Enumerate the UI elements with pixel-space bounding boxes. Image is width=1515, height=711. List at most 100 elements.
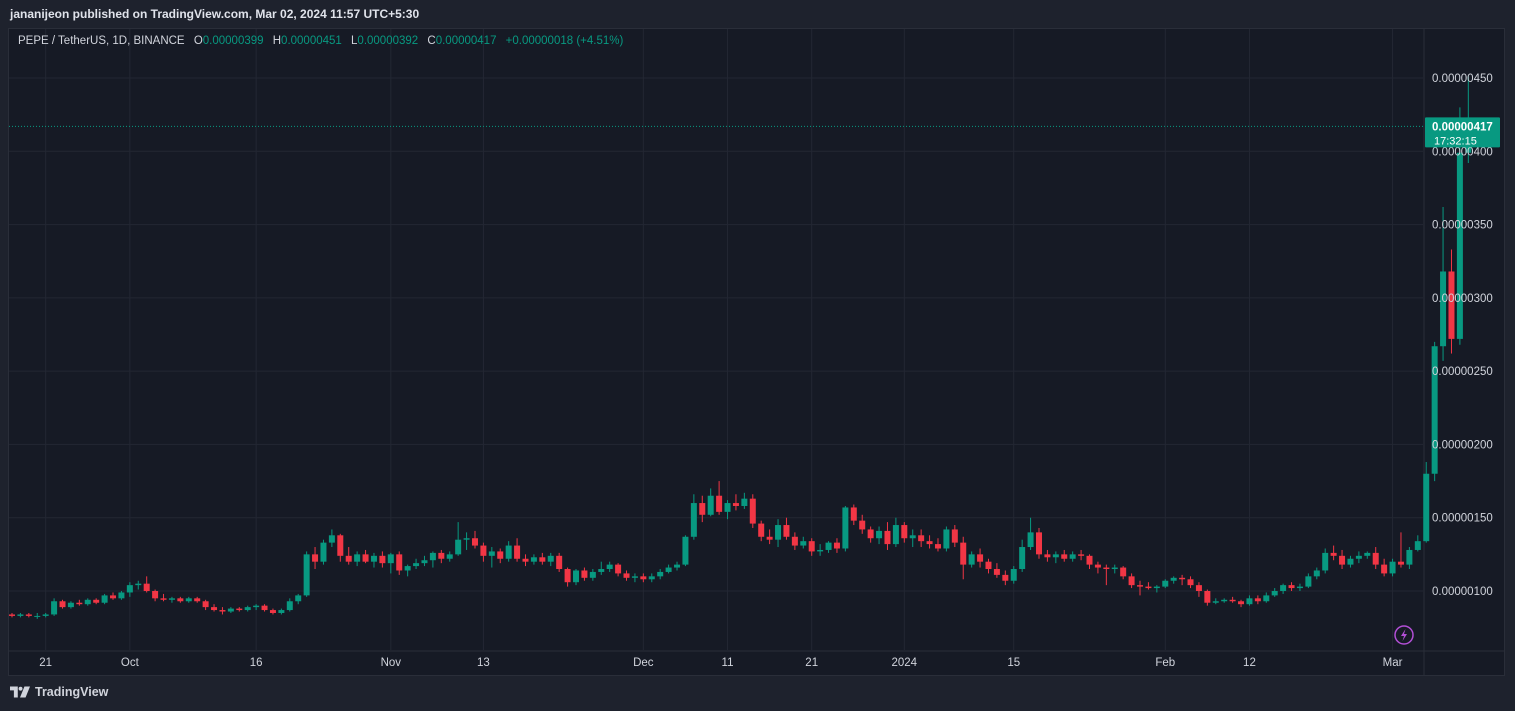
candle[interactable]	[716, 481, 723, 515]
candle[interactable]	[202, 599, 209, 611]
candle[interactable]	[1145, 582, 1152, 590]
candle[interactable]	[1019, 539, 1026, 572]
candle[interactable]	[421, 555, 428, 567]
candle[interactable]	[825, 541, 832, 553]
candle[interactable]	[951, 525, 958, 548]
symbol-label[interactable]: PEPE / TetherUS, 1D, BINANCE	[18, 35, 185, 47]
candle[interactable]	[1389, 558, 1396, 577]
candle[interactable]	[93, 598, 100, 605]
candle[interactable]	[505, 541, 512, 562]
candle[interactable]	[387, 552, 394, 574]
candle[interactable]	[1086, 554, 1093, 570]
candle[interactable]	[1238, 599, 1245, 608]
candle[interactable]	[337, 533, 344, 562]
candle[interactable]	[51, 598, 58, 616]
candle[interactable]	[328, 529, 335, 548]
candle[interactable]	[42, 612, 49, 618]
candle[interactable]	[227, 607, 234, 613]
candle[interactable]	[1179, 574, 1186, 586]
candle[interactable]	[59, 599, 66, 609]
candle[interactable]	[547, 552, 554, 567]
candle[interactable]	[514, 538, 521, 562]
candle[interactable]	[370, 552, 377, 568]
candle[interactable]	[1195, 582, 1202, 597]
candle[interactable]	[993, 563, 1000, 578]
candle[interactable]	[295, 593, 302, 605]
candle[interactable]	[362, 549, 369, 564]
candle[interactable]	[1448, 249, 1455, 354]
candle[interactable]	[1254, 595, 1261, 605]
candle[interactable]	[438, 549, 445, 564]
candle[interactable]	[1170, 576, 1177, 584]
candle[interactable]	[76, 599, 83, 606]
candle[interactable]	[943, 526, 950, 552]
candle[interactable]	[581, 567, 588, 581]
candle[interactable]	[244, 605, 251, 612]
candle[interactable]	[413, 558, 420, 570]
candle[interactable]	[985, 558, 992, 574]
candle[interactable]	[657, 569, 664, 580]
candle[interactable]	[1322, 548, 1329, 574]
candle[interactable]	[110, 592, 117, 600]
candle[interactable]	[185, 596, 192, 603]
candle[interactable]	[194, 596, 201, 603]
candle[interactable]	[1330, 545, 1337, 561]
candle[interactable]	[1069, 551, 1076, 562]
candle[interactable]	[1229, 596, 1236, 603]
candle[interactable]	[850, 504, 857, 526]
candle[interactable]	[1305, 573, 1312, 589]
candle[interactable]	[564, 567, 571, 587]
candle[interactable]	[253, 604, 260, 611]
candle[interactable]	[1355, 551, 1362, 564]
candle[interactable]	[1440, 206, 1447, 361]
candle[interactable]	[236, 607, 243, 612]
candle[interactable]	[977, 548, 984, 568]
candle[interactable]	[286, 598, 293, 612]
candle[interactable]	[17, 612, 24, 618]
candle[interactable]	[278, 608, 285, 615]
candle[interactable]	[615, 563, 622, 577]
candle[interactable]	[1423, 462, 1430, 543]
candle[interactable]	[1221, 598, 1228, 603]
candle[interactable]	[1002, 570, 1009, 586]
candle[interactable]	[211, 604, 218, 612]
candle[interactable]	[1010, 566, 1017, 584]
candle[interactable]	[1347, 555, 1354, 568]
candle[interactable]	[1364, 551, 1371, 559]
candle[interactable]	[1296, 583, 1303, 591]
candle[interactable]	[1263, 592, 1270, 603]
candle[interactable]	[918, 529, 925, 548]
candle[interactable]	[84, 598, 91, 606]
candle[interactable]	[791, 532, 798, 550]
candle[interactable]	[269, 608, 276, 615]
candle[interactable]	[631, 573, 638, 583]
candle[interactable]	[34, 612, 41, 619]
candle[interactable]	[539, 552, 546, 565]
candle[interactable]	[859, 514, 866, 534]
candle[interactable]	[901, 522, 908, 543]
candle[interactable]	[724, 500, 731, 520]
candle[interactable]	[135, 580, 142, 590]
candle[interactable]	[573, 569, 580, 586]
candle[interactable]	[732, 494, 739, 511]
candle[interactable]	[909, 529, 916, 548]
candle[interactable]	[1212, 598, 1219, 605]
candle[interactable]	[1061, 549, 1068, 562]
candle[interactable]	[589, 569, 596, 581]
candle[interactable]	[926, 535, 933, 549]
candle[interactable]	[67, 601, 74, 609]
candle[interactable]	[775, 519, 782, 548]
candle[interactable]	[480, 542, 487, 562]
candle[interactable]	[152, 589, 159, 602]
candle[interactable]	[623, 570, 630, 581]
candle[interactable]	[379, 551, 386, 568]
candle[interactable]	[1406, 547, 1413, 570]
candle[interactable]	[758, 520, 765, 542]
candle[interactable]	[1431, 341, 1438, 482]
candle[interactable]	[101, 593, 108, 605]
candle[interactable]	[1128, 573, 1135, 589]
candle[interactable]	[1339, 549, 1346, 570]
candle[interactable]	[160, 593, 167, 602]
candle[interactable]	[1187, 576, 1194, 589]
